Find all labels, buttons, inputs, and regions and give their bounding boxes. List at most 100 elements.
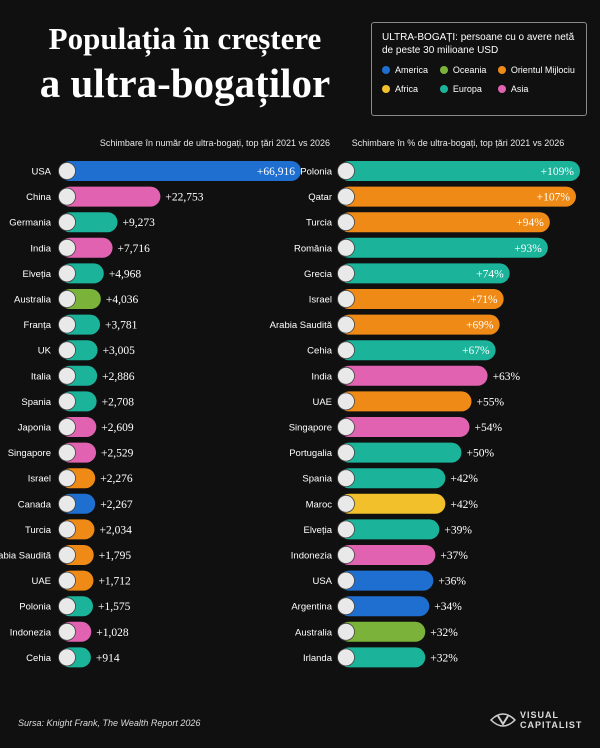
flag-icon: [58, 341, 76, 360]
flag-icon: [337, 571, 355, 590]
value-label: +42%: [450, 473, 478, 485]
flag-icon: [58, 443, 76, 462]
chart-row: Australia +32%: [295, 621, 458, 642]
legend-item: Europa: [439, 84, 498, 94]
flag-icon: [58, 469, 76, 488]
value-label: +39%: [444, 524, 472, 536]
flag-icon: [58, 187, 76, 206]
bar: [60, 161, 301, 181]
flag-icon: [337, 264, 355, 283]
legend-title: ULTRA-BOGAȚI: persoane cu o avere netă d…: [382, 31, 576, 57]
category-label: UAE: [31, 576, 51, 587]
value-label: +1,028: [96, 627, 129, 639]
chart-row: Franța +3,781: [24, 314, 138, 335]
flag-icon: [337, 341, 355, 360]
category-label: Portugalia: [289, 448, 332, 459]
legend-item: Orientul Mijlociu: [497, 65, 576, 75]
chart-row: Indonezia +1,028: [10, 621, 129, 642]
value-label: +63%: [493, 371, 521, 383]
value-label: +69%: [466, 320, 494, 332]
category-label: Elveția: [22, 269, 51, 280]
category-label: Turcia: [25, 525, 52, 536]
legend: ULTRA-BOGAȚI: persoane cu o avere netă d…: [371, 22, 587, 116]
flag-icon: [58, 238, 76, 257]
category-label: România: [294, 243, 333, 254]
flag-icon: [337, 648, 355, 667]
flag-icon: [337, 597, 355, 616]
chart-row: România +93%: [294, 237, 548, 258]
bar: [339, 314, 500, 335]
value-label: +54%: [474, 422, 502, 434]
category-label: Arabia Saudită: [270, 320, 333, 331]
chart-row: Israel +2,276: [28, 468, 133, 489]
chart-row: Spania +42%: [302, 468, 478, 489]
category-label: India: [30, 243, 51, 254]
flag-icon: [337, 290, 355, 308]
flag-icon: [337, 187, 355, 206]
flag-icon: [58, 648, 76, 667]
value-label: +2,529: [101, 448, 134, 460]
chart-title: Populația în creștere a ultra-bogaților: [0, 20, 370, 108]
category-label: Australia: [14, 295, 52, 306]
value-label: +2,886: [102, 371, 135, 383]
chart-row: Italia +2,886: [31, 365, 135, 386]
flag-icon: [58, 597, 76, 616]
category-label: Polonia: [300, 167, 332, 178]
chart-row: UAE +1,712: [31, 570, 131, 591]
value-label: +67%: [462, 345, 490, 357]
chart-row: USA +66,916: [31, 161, 301, 181]
left-chart: USA +66,916 China +22,753 Germania +9,273 Indi…: [0, 161, 301, 668]
flag-icon: [58, 494, 76, 513]
chart-row: India +63%: [311, 365, 521, 386]
bar: [339, 289, 504, 309]
value-label: +7,716: [118, 243, 151, 255]
category-label: USA: [31, 167, 51, 178]
flag-icon: [58, 264, 76, 283]
chart-row: Canada +2,267: [18, 493, 133, 514]
right-chart: Polonia +109% Qatar +107% Turcia +94% România +…: [270, 161, 580, 668]
category-label: Cehia: [26, 653, 52, 664]
bar: [339, 212, 550, 233]
value-label: +2,034: [99, 524, 132, 536]
flag-icon: [58, 546, 76, 564]
legend-swatch: [439, 66, 448, 74]
category-label: Singapore: [289, 423, 332, 434]
legend-swatch: [497, 85, 506, 93]
bar: [60, 212, 118, 233]
bar: [339, 161, 580, 181]
category-label: Italia: [31, 371, 52, 382]
legend-swatch: [439, 85, 448, 93]
category-label: Polonia: [19, 602, 51, 613]
bar: [60, 186, 161, 207]
flag-icon: [337, 469, 355, 488]
flag-icon: [337, 622, 355, 641]
category-label: Grecia: [304, 269, 333, 280]
chart-row: Japonia +2,609: [18, 417, 134, 437]
value-label: +4,036: [106, 294, 139, 306]
legend-item: Africa: [382, 84, 440, 94]
brand-line-2: CAPITALIST: [520, 720, 583, 730]
category-label: Israel: [28, 474, 51, 485]
chart-row: USA +36%: [312, 570, 466, 591]
flag-icon: [58, 392, 76, 411]
chart-row: Irlanda +32%: [303, 647, 458, 668]
category-label: Irlanda: [303, 653, 333, 664]
chart-row: UAE +55%: [312, 391, 504, 412]
flag-icon: [58, 366, 76, 385]
value-label: +914: [96, 652, 120, 664]
chart-row: India +7,716: [30, 237, 151, 258]
chart-row: China +22,753: [26, 186, 204, 207]
bar: [339, 186, 576, 207]
legend-item: Oceania: [439, 65, 498, 75]
chart-row: Indonezia +37%: [291, 545, 468, 565]
chart-row: Germania +9,273: [9, 212, 155, 233]
category-label: Spania: [21, 397, 51, 408]
title-line-2: a ultra-bogaților: [39, 60, 331, 106]
category-label: Elveția: [303, 525, 332, 536]
bar: [339, 570, 434, 591]
legend-label: Asia: [510, 84, 529, 94]
legend-title-bold: ULTRA-BOGAȚI:: [382, 32, 458, 43]
category-label: Israel: [309, 295, 332, 306]
value-label: +3,781: [105, 320, 138, 332]
chart-row: Polonia +109%: [300, 161, 580, 181]
